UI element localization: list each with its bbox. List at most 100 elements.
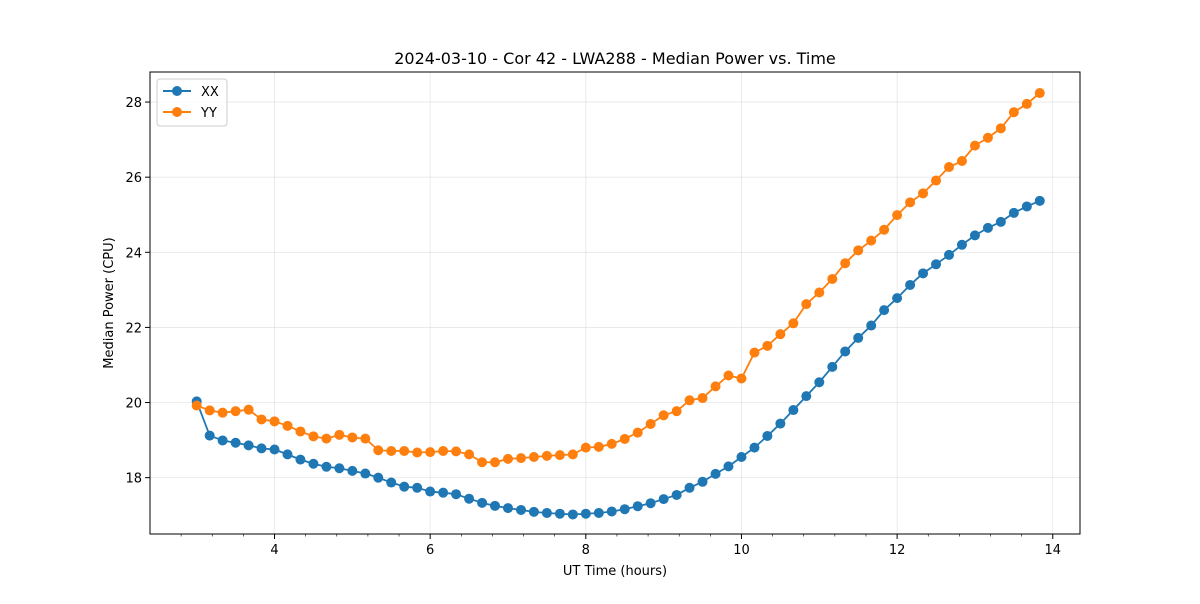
data-point-xx [347, 465, 358, 476]
x-tick-label: 12 [889, 543, 906, 558]
data-point-xx [606, 506, 617, 517]
data-point-xx [697, 476, 708, 487]
x-tick-label: 4 [270, 543, 278, 558]
data-point-yy [451, 446, 462, 457]
data-point-xx [892, 293, 903, 304]
data-point-xx [282, 449, 293, 460]
data-point-yy [230, 406, 241, 417]
data-point-xx [230, 437, 241, 448]
data-point-xx [243, 440, 254, 451]
data-point-yy [775, 329, 786, 340]
data-point-yy [632, 427, 643, 438]
data-point-yy [995, 123, 1006, 134]
data-point-yy [477, 457, 488, 468]
data-point-xx [658, 494, 669, 505]
data-point-yy [373, 445, 384, 456]
legend-marker-yy [172, 107, 182, 117]
data-point-xx [528, 506, 539, 517]
data-point-xx [593, 507, 604, 518]
data-point-yy [554, 450, 565, 461]
data-point-yy [464, 449, 475, 460]
series-layer [191, 88, 1045, 520]
data-point-xx [477, 497, 488, 508]
y-tick-label: 20 [125, 397, 142, 412]
data-point-yy [386, 445, 397, 456]
data-point-xx [879, 305, 890, 316]
data-point-yy [580, 442, 591, 453]
data-point-xx [710, 468, 721, 479]
data-point-yy [879, 224, 890, 235]
data-point-yy [697, 393, 708, 404]
y-axis-label: Median Power (CPU) [102, 237, 117, 368]
data-point-xx [944, 249, 955, 260]
data-point-xx [866, 320, 877, 331]
data-point-yy [347, 432, 358, 443]
data-point-yy [515, 453, 526, 464]
data-point-xx [827, 361, 838, 372]
data-point-xx [1021, 201, 1032, 212]
y-tick-label: 22 [125, 321, 142, 336]
data-point-xx [775, 418, 786, 429]
data-point-yy [541, 450, 552, 461]
data-point-yy [671, 406, 682, 417]
data-point-yy [269, 416, 280, 427]
series-xx [191, 195, 1045, 520]
data-point-xx [995, 216, 1006, 227]
data-point-xx [541, 507, 552, 518]
data-point-yy [295, 426, 306, 437]
data-point-yy [892, 210, 903, 221]
data-point-xx [502, 503, 513, 514]
data-point-yy [956, 156, 967, 167]
data-point-yy [762, 340, 773, 351]
data-point-xx [515, 504, 526, 515]
data-point-xx [1034, 195, 1045, 206]
data-point-xx [931, 259, 942, 270]
y-tick-label: 18 [125, 472, 142, 487]
data-point-xx [762, 430, 773, 441]
data-point-yy [593, 441, 604, 452]
data-point-xx [373, 472, 384, 483]
data-point-yy [944, 162, 955, 173]
data-point-xx [554, 508, 565, 519]
data-point-xx [489, 500, 500, 511]
data-point-xx [217, 435, 228, 446]
data-point-xx [451, 489, 462, 500]
data-point-yy [840, 258, 851, 269]
data-point-yy [684, 395, 695, 406]
x-tick-label: 6 [426, 543, 434, 558]
data-point-yy [308, 431, 319, 442]
data-point-yy [853, 245, 864, 256]
data-point-xx [788, 405, 799, 416]
data-point-xx [308, 458, 319, 469]
data-point-yy [814, 287, 825, 298]
data-point-yy [243, 404, 254, 415]
data-point-yy [827, 273, 838, 284]
data-point-yy [918, 188, 929, 199]
data-point-xx [580, 508, 591, 519]
data-point-xx [256, 443, 267, 454]
x-tick-label: 10 [733, 543, 750, 558]
data-point-yy [425, 447, 436, 458]
data-point-xx [619, 504, 630, 515]
data-point-xx [671, 489, 682, 500]
data-point-xx [969, 230, 980, 241]
legend-label-yy: YY [200, 106, 217, 121]
data-point-yy [282, 420, 293, 431]
data-point-xx [360, 468, 371, 479]
data-point-yy [866, 235, 877, 246]
y-tick-label: 26 [125, 171, 142, 186]
data-point-xx [982, 222, 993, 233]
data-point-xx [399, 481, 410, 492]
data-point-xx [321, 461, 332, 472]
x-axis-label: UT Time (hours) [563, 564, 667, 579]
data-point-yy [710, 381, 721, 392]
data-point-xx [749, 442, 760, 453]
grid [150, 72, 1080, 534]
y-tick-label: 24 [125, 246, 142, 261]
data-point-xx [632, 501, 643, 512]
data-point-yy [749, 347, 760, 358]
data-point-yy [982, 132, 993, 143]
data-point-xx [567, 509, 578, 520]
data-point-yy [399, 445, 410, 456]
